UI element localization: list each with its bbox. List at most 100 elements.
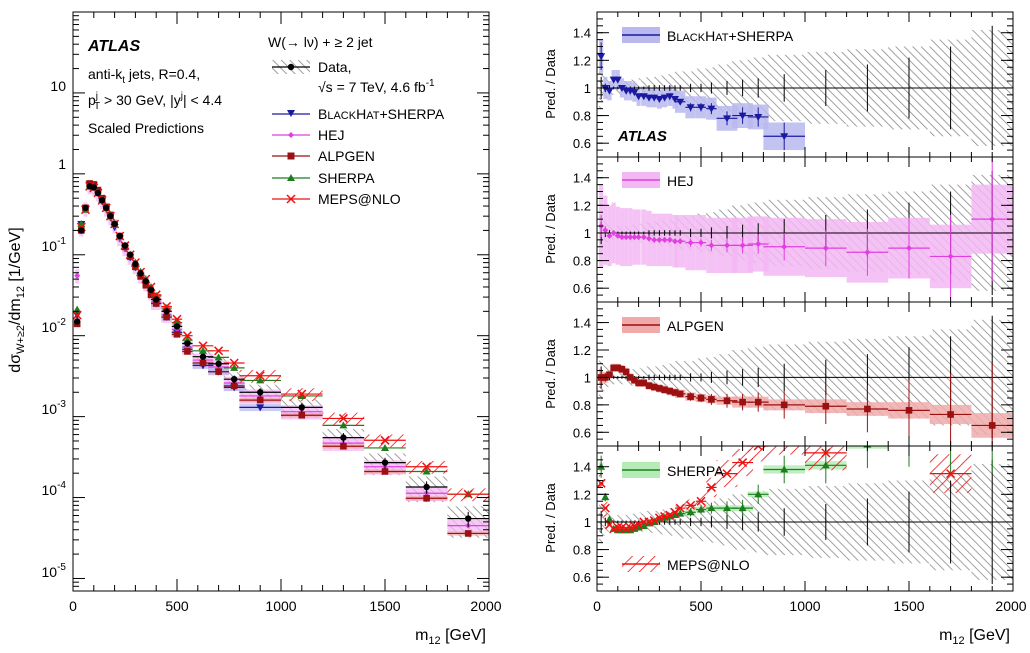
main-xtick-label: 1500 xyxy=(369,598,400,614)
main-mepsnlo-point xyxy=(198,341,208,351)
ratio-alpgen-point xyxy=(697,394,705,402)
main-alpgen-point xyxy=(298,411,306,419)
main-plot-panel: 0 500 1000 1500 2000 10 1 10-1 10-2 10-3… xyxy=(7,11,502,647)
main-data-point xyxy=(82,204,89,212)
ratio-mepsnlo-point xyxy=(675,503,685,513)
main-data-point xyxy=(127,251,134,258)
ratio-sherpa-point xyxy=(821,461,830,469)
main-sherpa-point xyxy=(381,443,389,451)
main-xtick-label: 500 xyxy=(165,598,189,614)
main-alpgen-point xyxy=(464,530,472,537)
ratio-blackhatsherpa-point xyxy=(660,94,669,102)
ratio-hej-point xyxy=(822,245,829,252)
legend-hej-label: HEJ xyxy=(318,127,344,143)
ratio-alpgen-point xyxy=(671,389,679,396)
main-x-axis-title: m12 [GeV] xyxy=(415,627,486,647)
legend-sherpa-label: SHERPA xyxy=(318,170,375,186)
ratio-alpgen-point xyxy=(618,365,626,373)
main-data-point xyxy=(147,286,155,293)
ratio-blackhatsherpa-point xyxy=(676,98,685,106)
ratio-hej-point xyxy=(739,242,746,249)
ratio-hej-point xyxy=(708,242,715,249)
main-data-point xyxy=(116,232,124,240)
ratio-alpgen-point xyxy=(606,371,613,378)
main-mepsnlo-point xyxy=(214,346,224,356)
main-alpgen-point xyxy=(256,396,264,404)
legend-blackhat-marker xyxy=(287,110,295,117)
main-xtick-label: 1000 xyxy=(265,598,296,614)
ratio-ytick-label: 0.6 xyxy=(573,281,591,296)
ratio-alpgen-point xyxy=(708,396,715,403)
main-ytick-label: 10-1 xyxy=(42,236,67,254)
ratio-alpgen-point xyxy=(626,374,634,381)
ratio-alpgen-point xyxy=(645,382,653,389)
ratio-hej-point xyxy=(627,234,634,241)
ratio-hej-point xyxy=(646,235,652,242)
jet-info-line1: anti-kt jets, R=0.4, xyxy=(88,66,200,86)
ratio-sherpa-point xyxy=(738,504,747,512)
ratio-blackhatsherpa-point xyxy=(671,96,679,103)
ratio-legend-meps-label: MEPS@NLO xyxy=(667,557,750,573)
legend-data-energy: √s = 7 TeV, 4.6 fb-1 xyxy=(318,78,435,95)
ratio-ytick-label: 1.4 xyxy=(573,171,591,186)
ratio-ytick-label: 0.8 xyxy=(573,254,591,269)
ratio-alpgen-point xyxy=(666,387,674,395)
ratio-mepsnlo-point xyxy=(722,469,732,479)
legend-meps-marker xyxy=(286,194,296,204)
ratio-alpgen-point xyxy=(864,405,871,413)
ratio-alpgen-point xyxy=(614,364,622,372)
main-data-point xyxy=(465,515,472,522)
ratio-hej-point xyxy=(677,238,684,245)
ratio-hej-point xyxy=(724,242,730,249)
ratio-blackhatsherpa-point xyxy=(655,96,664,103)
ratio-ytick-label: 1 xyxy=(584,226,591,241)
ratio-ytick-label: 0.6 xyxy=(573,425,591,440)
ratio-xtick-label: 500 xyxy=(689,598,713,614)
ratio-panel-0 xyxy=(597,25,1013,151)
ratio-ytick-label: 1.4 xyxy=(573,316,591,331)
ratio-mepsnlo-point xyxy=(654,513,664,523)
ratio-sherpa-point xyxy=(601,493,610,501)
main-mepsnlo-point xyxy=(162,301,172,311)
ratio-mepsnlo-point xyxy=(753,446,763,451)
main-data-point xyxy=(423,483,430,491)
ratio-alpgen-point xyxy=(988,422,996,429)
main-blackhatsherpa-point xyxy=(256,404,265,412)
main-legend: W(→ lν) + ≥ 2 jet Data, √s = 7 TeV, 4.6 … xyxy=(268,34,445,207)
ratio-ytick-label: 0.8 xyxy=(573,543,591,558)
ratio-hej-point xyxy=(602,227,609,234)
main-xtick-label: 2000 xyxy=(470,598,501,614)
ratio-hej-point xyxy=(947,253,954,260)
legend-hej-marker xyxy=(288,132,294,138)
ratio-legend-alpgen-label: ALPGEN xyxy=(667,318,724,334)
main-mepsnlo-point xyxy=(182,331,192,341)
main-data-point xyxy=(142,278,149,285)
main-data-point xyxy=(94,189,102,197)
ratio-hej-point xyxy=(989,216,996,223)
main-mepsnlo-point xyxy=(297,389,307,399)
main-y-axis-title: dσW+≥2/dm12 [1/GeV] xyxy=(7,227,27,372)
ratio-xtick-label: 1000 xyxy=(789,598,820,614)
ratio-alpgen-point xyxy=(622,368,630,376)
ratio-hej-point xyxy=(666,236,673,243)
ratio-panel-3 xyxy=(597,446,1013,585)
main-ytick-label: 1 xyxy=(58,156,66,172)
main-alpgen-point xyxy=(215,368,222,375)
ratio-alpgen-point xyxy=(754,398,762,406)
main-mepsnlo-point xyxy=(73,310,82,320)
main-ytick-label: 10-4 xyxy=(42,480,67,498)
ratio-alpgen-point xyxy=(947,411,954,418)
ratio-blackhatsherpa-point xyxy=(754,113,763,121)
ratio-hej-point xyxy=(687,239,694,246)
ratio-blackhatsherpa-point xyxy=(634,93,643,101)
ratio-ytick-label: 0.6 xyxy=(573,136,591,151)
ratio-alpgen-point xyxy=(635,379,642,387)
legend-sherpa-marker xyxy=(287,174,295,181)
main-data-point xyxy=(111,220,118,228)
main-data-point xyxy=(163,308,170,315)
ratio-sherpa-point xyxy=(605,515,614,523)
ratio-axis-ticks: 0.6 0.8 1 1.2 1.4 0.6 0.8 1 1.2 1.4 0.6 0.8 1 1.2 1.4 0… xyxy=(573,12,1014,591)
legend-blackhat-label: BLACKHAT+SHERPA xyxy=(318,106,445,122)
main-data-point xyxy=(298,404,305,411)
